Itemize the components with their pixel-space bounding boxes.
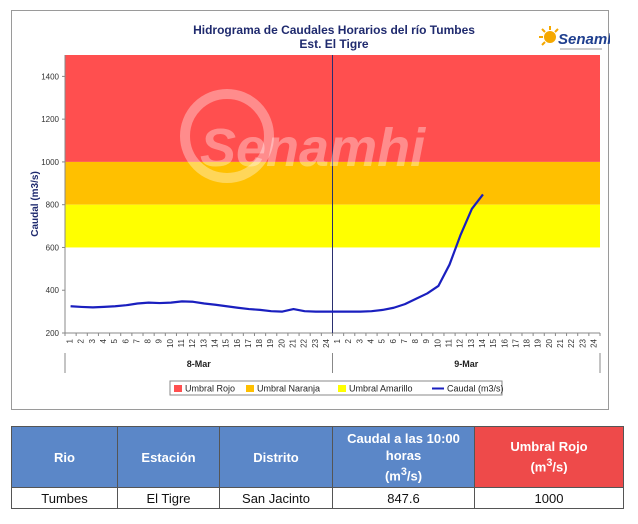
x-tick-label: 1 bbox=[333, 338, 342, 343]
x-tick-label: 14 bbox=[210, 338, 219, 347]
x-tick-label: 9 bbox=[422, 338, 431, 343]
x-tick-label: 6 bbox=[121, 338, 130, 343]
x-tick-label: 19 bbox=[534, 338, 543, 347]
x-tick-label: 21 bbox=[288, 338, 297, 347]
x-tick-label: 2 bbox=[344, 338, 353, 343]
header-caudal-unit-b: /s) bbox=[406, 468, 423, 484]
x-tick-label: 9 bbox=[155, 338, 164, 343]
summary-table: Rio Estación Distrito Caudal a las 10:00… bbox=[11, 426, 624, 509]
x-tick-label: 21 bbox=[556, 338, 565, 347]
x-tick-label: 4 bbox=[367, 338, 376, 343]
x-tick-label: 8 bbox=[411, 338, 420, 343]
table-header-row: Rio Estación Distrito Caudal a las 10:00… bbox=[11, 426, 624, 488]
chart-title: Hidrograma de Caudales Horarios del río … bbox=[193, 23, 475, 37]
chart-legend: Umbral Rojo Umbral Naranja Umbral Amarillo… bbox=[169, 380, 504, 396]
y-tick-label: 1000 bbox=[41, 158, 59, 167]
legend-label: Caudal (m3/s) bbox=[447, 384, 504, 394]
x-tick-label: 6 bbox=[389, 338, 398, 343]
cell-umbral: 1000 bbox=[474, 487, 624, 509]
y-axis-label: Caudal (m3/s) bbox=[30, 171, 41, 237]
x-tick-label: 5 bbox=[378, 338, 387, 343]
x-tick-label: 10 bbox=[433, 338, 442, 347]
x-tick-label: 14 bbox=[478, 338, 487, 347]
cell-caudal: 847.6 bbox=[332, 487, 475, 509]
x-tick-label: 18 bbox=[255, 338, 264, 347]
x-tick-label: 15 bbox=[222, 338, 231, 347]
header-rio: Rio bbox=[11, 426, 118, 488]
y-tick-label: 400 bbox=[46, 286, 60, 295]
legend-swatch bbox=[246, 385, 254, 392]
x-tick-label: 16 bbox=[233, 338, 242, 347]
watermark-text: Senamhi bbox=[200, 118, 426, 178]
day-label: 8-Mar bbox=[187, 359, 212, 369]
x-tick-label: 13 bbox=[467, 338, 476, 347]
header-distrito: Distrito bbox=[219, 426, 333, 488]
x-tick-label: 20 bbox=[277, 338, 286, 347]
x-tick-label: 7 bbox=[400, 338, 409, 343]
header-umbral-unit-a: (m bbox=[530, 459, 547, 475]
header-umbral-unit-b: /s) bbox=[552, 459, 568, 475]
cell-rio: Tumbes bbox=[11, 487, 118, 509]
superscript-3b: 3 bbox=[546, 457, 553, 470]
y-tick-label: 1400 bbox=[41, 72, 59, 81]
y-tick-label: 600 bbox=[46, 243, 60, 252]
chart-subtitle: Est. El Tigre bbox=[299, 37, 368, 51]
x-tick-label: 1 bbox=[66, 338, 75, 343]
legend-label: Umbral Rojo bbox=[185, 384, 235, 394]
x-tick-label: 16 bbox=[500, 338, 509, 347]
x-tick-label: 11 bbox=[445, 338, 454, 347]
x-tick-label: 19 bbox=[266, 338, 275, 347]
cell-distrito: San Jacinto bbox=[219, 487, 333, 509]
x-tick-label: 7 bbox=[132, 338, 141, 343]
header-caudal-text: Caudal a las 10:00 horas bbox=[347, 430, 460, 463]
x-tick-label: 24 bbox=[322, 338, 331, 347]
chart-frame: Hidrograma de Caudales Horarios del río … bbox=[11, 10, 610, 410]
x-tick-label: 24 bbox=[589, 338, 598, 347]
legend-label: Umbral Amarillo bbox=[349, 384, 413, 394]
logo-text: Senamhi bbox=[558, 31, 610, 48]
senamhi-logo: Senamhi bbox=[539, 26, 610, 50]
x-tick-label: 23 bbox=[311, 338, 320, 347]
series-line-caudal bbox=[70, 193, 484, 313]
x-tick-label: 22 bbox=[300, 338, 309, 347]
x-tick-label: 17 bbox=[511, 338, 520, 347]
y-tick-label: 200 bbox=[46, 329, 60, 338]
legend-swatch bbox=[338, 385, 346, 392]
senamhi-watermark: Senamhi bbox=[180, 89, 426, 183]
header-caudal: Caudal a las 10:00 horas (m3/s) bbox=[332, 426, 475, 488]
header-umbral-rojo: Umbral Rojo (m3/s) bbox=[474, 426, 624, 488]
x-tick-label: 3 bbox=[88, 338, 97, 343]
header-estacion: Estación bbox=[117, 426, 220, 488]
cell-estacion: El Tigre bbox=[117, 487, 220, 509]
x-tick-label: 18 bbox=[523, 338, 532, 347]
hydrograph-chart: Hidrograma de Caudales Horarios del río … bbox=[30, 23, 610, 396]
x-tick-label: 17 bbox=[244, 338, 253, 347]
header-caudal-unit-a: (m bbox=[384, 468, 401, 484]
x-tick-label: 20 bbox=[545, 338, 554, 347]
x-tick-label: 23 bbox=[578, 338, 587, 347]
x-tick-label: 11 bbox=[177, 338, 186, 347]
y-tick-label: 1200 bbox=[41, 115, 59, 124]
x-tick-label: 3 bbox=[355, 338, 364, 343]
x-tick-label: 4 bbox=[99, 338, 108, 343]
x-tick-label: 8 bbox=[144, 338, 153, 343]
x-tick-label: 12 bbox=[188, 338, 197, 347]
x-tick-label: 5 bbox=[110, 338, 119, 343]
x-tick-label: 13 bbox=[199, 338, 208, 347]
x-tick-label: 15 bbox=[489, 338, 498, 347]
superscript-3: 3 bbox=[400, 465, 407, 478]
x-tick-label: 22 bbox=[567, 338, 576, 347]
x-tick-label: 10 bbox=[166, 338, 175, 347]
x-tick-label: 2 bbox=[77, 338, 86, 343]
day-label: 9-Mar bbox=[454, 359, 479, 369]
legend-label: Umbral Naranja bbox=[257, 384, 320, 394]
legend-swatch bbox=[174, 385, 182, 392]
y-tick-label: 800 bbox=[46, 201, 60, 210]
x-tick-label: 12 bbox=[456, 338, 465, 347]
table-row: Tumbes El Tigre San Jacinto 847.6 1000 bbox=[11, 487, 624, 509]
header-umbral-text: Umbral Rojo bbox=[510, 439, 588, 455]
